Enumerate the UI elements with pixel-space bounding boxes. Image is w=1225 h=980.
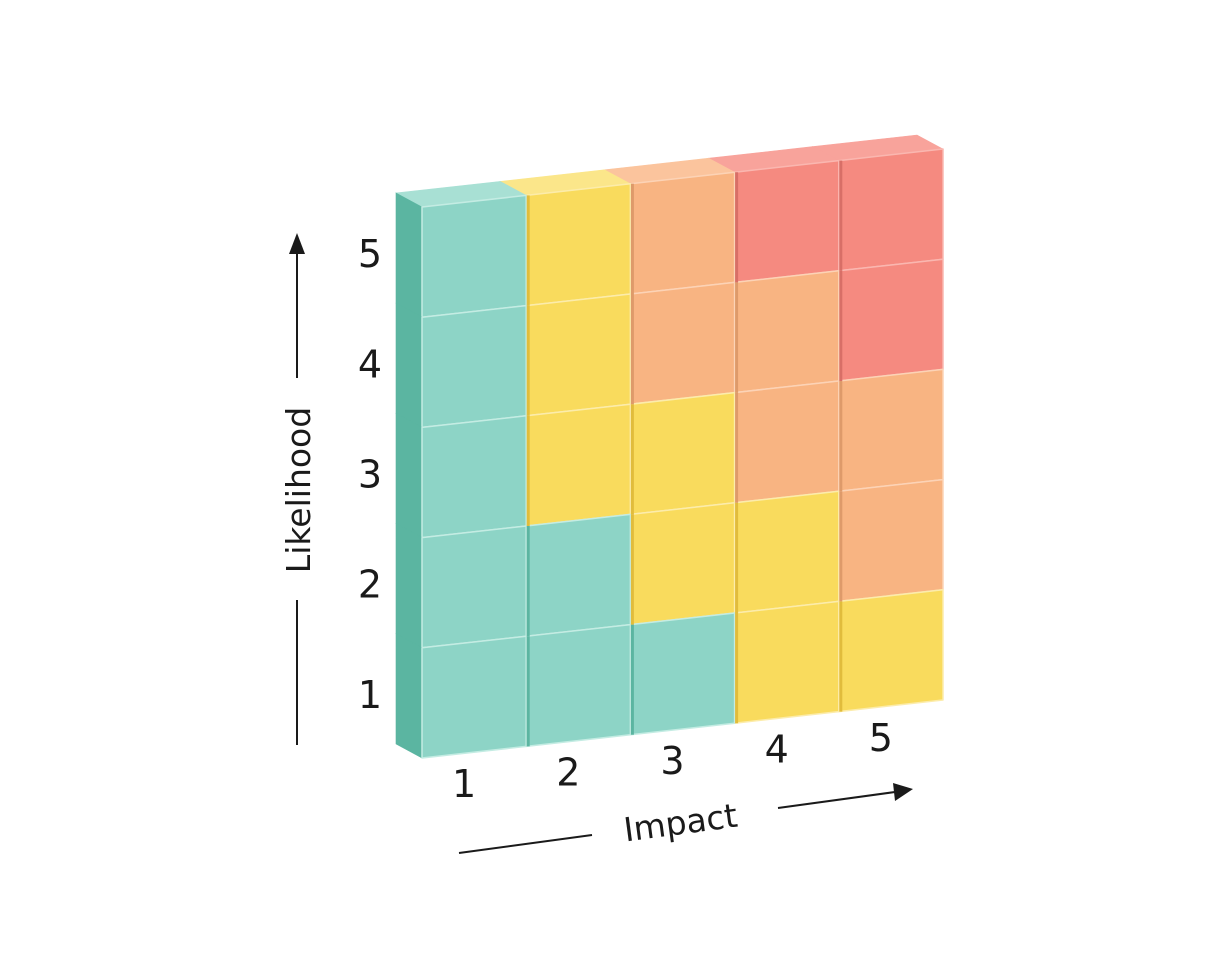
matrix-cell <box>629 281 736 405</box>
y-tick-label: 1 <box>358 673 382 717</box>
x-tick-label: 5 <box>869 716 893 760</box>
y-tick-label: 2 <box>358 563 382 607</box>
cell-front-face <box>733 380 840 504</box>
matrix-cell <box>838 258 944 382</box>
cell-front-face <box>421 525 527 649</box>
cell-front-face <box>629 391 736 516</box>
cell-front-face <box>421 415 527 539</box>
x-tick-labels: 1 2 3 4 5 <box>452 716 893 806</box>
x-axis-line-left <box>458 834 593 854</box>
matrix-cells <box>395 134 944 759</box>
cell-side-face <box>395 633 423 759</box>
matrix-cell <box>733 600 840 724</box>
cell-front-face <box>733 159 840 284</box>
cell-front-face <box>733 490 840 614</box>
matrix-cell <box>499 169 632 307</box>
y-tick-label: 3 <box>358 453 382 497</box>
y-axis-title: Likelihood <box>279 407 318 573</box>
cell-front-face <box>838 258 944 382</box>
matrix-cell <box>525 513 632 637</box>
y-tick-label: 5 <box>358 232 382 276</box>
cell-front-face <box>629 281 736 405</box>
matrix-cell <box>525 403 632 527</box>
x-axis-arrowhead <box>893 783 913 801</box>
x-tick-label: 2 <box>556 751 580 795</box>
matrix-cell <box>838 368 944 492</box>
cell-front-face <box>629 612 736 736</box>
matrix-cell <box>395 523 527 649</box>
cell-side-face <box>395 412 423 539</box>
cell-front-face <box>838 368 944 492</box>
cell-front-face <box>733 270 840 394</box>
matrix-cell <box>395 181 528 318</box>
cell-side-face <box>395 192 423 318</box>
matrix-cell <box>525 293 632 417</box>
cell-front-face <box>838 148 944 272</box>
matrix-cell <box>733 270 840 394</box>
matrix-cell <box>733 380 840 504</box>
y-axis-arrowhead <box>289 233 305 254</box>
x-tick-label: 4 <box>765 727 789 771</box>
cell-front-face <box>629 171 736 295</box>
matrix-cell <box>838 589 944 713</box>
matrix-cell <box>395 412 527 539</box>
matrix-cell <box>395 633 527 759</box>
cell-side-face <box>395 302 423 428</box>
matrix-cell <box>838 478 944 603</box>
x-tick-label: 3 <box>660 739 684 783</box>
cell-front-face <box>421 194 527 318</box>
cell-front-face <box>525 623 632 748</box>
cell-front-face <box>838 589 944 713</box>
matrix-cell <box>629 612 736 736</box>
cell-front-face <box>525 513 632 637</box>
matrix-cell <box>525 623 632 748</box>
cell-front-face <box>838 478 944 603</box>
matrix-cell <box>395 302 527 429</box>
cell-front-face <box>525 183 632 307</box>
cell-front-face <box>421 304 527 429</box>
matrix-cell <box>733 490 840 614</box>
cell-front-face <box>525 293 632 417</box>
cell-front-face <box>733 600 840 724</box>
y-tick-label: 4 <box>358 342 382 386</box>
matrix-cell <box>629 502 736 626</box>
cell-front-face <box>421 635 527 759</box>
x-tick-label: 1 <box>452 762 476 806</box>
x-axis-line-right <box>777 791 896 809</box>
cell-front-face <box>629 502 736 626</box>
y-tick-labels: 1 2 3 4 5 <box>358 232 382 717</box>
matrix-cell <box>629 391 736 516</box>
cell-side-face <box>395 523 423 649</box>
x-axis-title: Impact <box>621 796 739 850</box>
cell-front-face <box>525 403 632 527</box>
